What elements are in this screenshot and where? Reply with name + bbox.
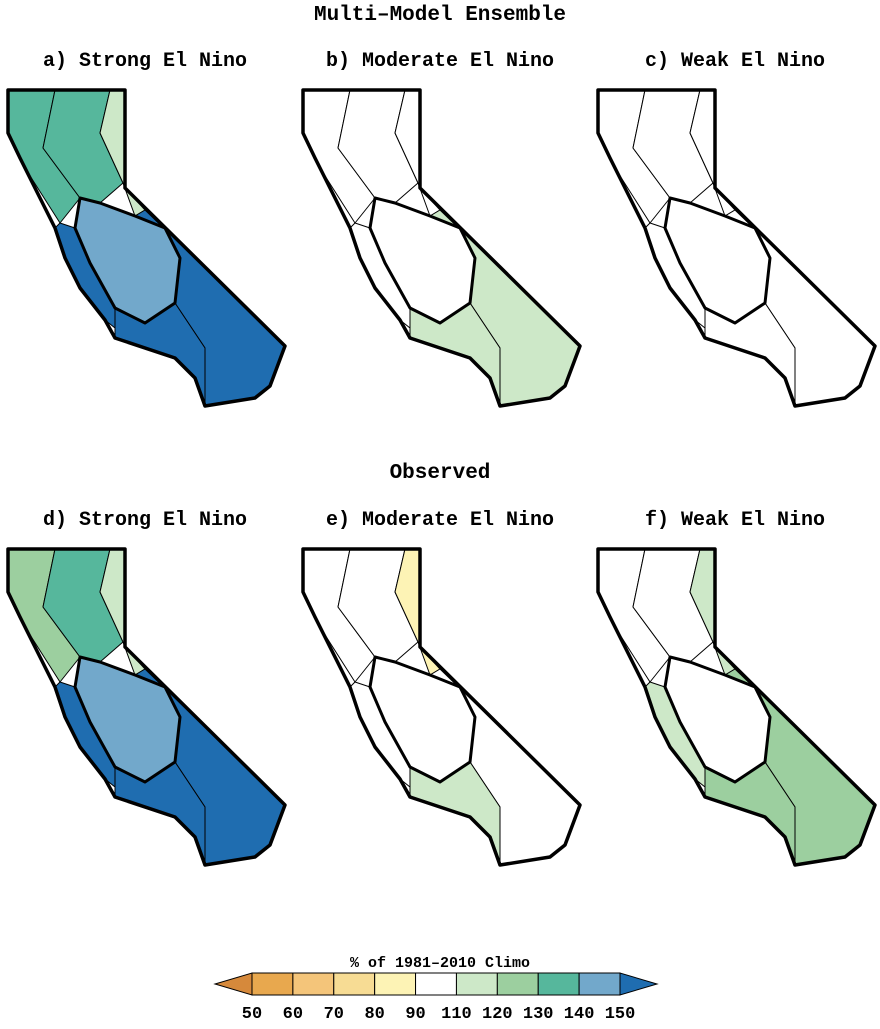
map [6, 547, 287, 867]
valley-outline [368, 196, 477, 325]
colorbar-tick-label: 150 [605, 1005, 636, 1024]
colorbar-tick-label: 130 [523, 1005, 554, 1024]
panel-label: e) Moderate El Nino [326, 509, 554, 532]
colorbar-tick-label: 50 [242, 1005, 262, 1024]
panel-label: f) Weak El Nino [645, 509, 825, 532]
colorbar-bin [415, 972, 457, 996]
valley-outline [663, 196, 772, 325]
state-outline [6, 88, 287, 408]
colorbar-bin [578, 972, 621, 996]
valley-outline [368, 655, 477, 784]
map [301, 547, 582, 867]
valley-outline [73, 196, 182, 325]
panel-label: d) Strong El Nino [43, 509, 247, 532]
panel-label: b) Moderate El Nino [326, 50, 554, 73]
colorbar-bin [374, 972, 417, 996]
valley-outline [663, 655, 772, 784]
valley-outline [73, 655, 182, 784]
state-outline [596, 547, 877, 867]
top-title: Multi–Model Ensemble [314, 4, 566, 27]
colorbar-bin [496, 972, 539, 996]
map [596, 88, 877, 408]
bottom-title: Observed [390, 462, 491, 485]
colorbar-title: % of 1981–2010 Climo [350, 955, 530, 972]
panel-label: c) Weak El Nino [645, 50, 825, 73]
colorbar-tick-label: 80 [364, 1005, 384, 1024]
state-outline [301, 547, 582, 867]
panel-label: a) Strong El Nino [43, 50, 247, 73]
map [6, 88, 287, 408]
colorbar-tick-label: 60 [283, 1005, 303, 1024]
colorbar-tick-label: 70 [324, 1005, 344, 1024]
colorbar-tick-label: 90 [405, 1005, 425, 1024]
colorbar-low [213, 972, 253, 996]
colorbar-bin [455, 972, 498, 996]
colorbar-bin [292, 972, 335, 996]
state-outline [301, 88, 582, 408]
colorbar-bin [537, 972, 580, 996]
colorbar-tick-label: 140 [564, 1005, 595, 1024]
state-outline [596, 88, 877, 408]
colorbar-bin [251, 972, 294, 996]
map [596, 547, 877, 867]
colorbar-high [619, 972, 659, 996]
map [301, 88, 582, 408]
colorbar-bin [333, 972, 376, 996]
colorbar-tick-label: 110 [441, 1005, 472, 1024]
state-outline [6, 547, 287, 867]
colorbar-tick-label: 120 [482, 1005, 513, 1024]
